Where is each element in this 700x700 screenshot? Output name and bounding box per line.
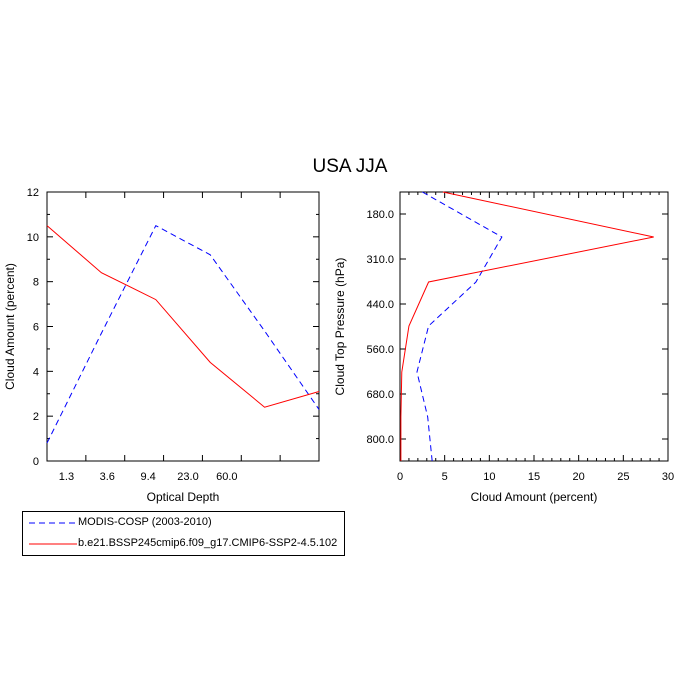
chart-title: USA JJA	[313, 156, 388, 177]
legend: MODIS-COSP (2003-2010) b.e21.BSSP245cmip…	[22, 511, 345, 556]
legend-label-model: b.e21.BSSP245cmip6.f09_g17.CMIP6-SSP2-4.…	[78, 537, 338, 549]
right-y-tick-label: 560.0	[366, 344, 394, 356]
right-x-tick-label: 10	[483, 471, 495, 483]
left-y-tick-label: 0	[33, 456, 39, 468]
legend-item-obs: MODIS-COSP (2003-2010)	[23, 514, 344, 534]
right-y-tick-label: 800.0	[366, 434, 394, 446]
left-x-tick-label: 9.4	[140, 471, 155, 483]
left-series-model-line	[46, 225, 320, 408]
left-x-tick-label: 3.6	[100, 471, 115, 483]
right-x-axis-label: Cloud Amount (percent)	[471, 490, 598, 504]
right-x-tick-label: 20	[573, 471, 585, 483]
left-y-tick-label: 6	[33, 322, 39, 334]
right-x-tick-label: 15	[528, 471, 540, 483]
legend-swatch-solid	[29, 543, 77, 545]
right-x-tick-label: 30	[662, 471, 674, 483]
left-series-modis-line	[46, 224, 320, 444]
right-y-tick-label: 440.0	[366, 299, 394, 311]
left-x-axis-label: Optical Depth	[147, 490, 220, 504]
right-x-tick-label: 0	[397, 471, 403, 483]
right-x-tick-label: 5	[442, 471, 448, 483]
right-y-tick-label: 680.0	[366, 389, 394, 401]
left-y-tick-label: 2	[33, 411, 39, 423]
left-x-tick-label: 1.3	[59, 471, 74, 483]
left-y-tick-label: 12	[27, 187, 39, 199]
right-y-axis-label: Cloud Top Pressure (hPa)	[333, 258, 347, 396]
left-plot-frame	[46, 191, 320, 462]
left-y-tick-label: 10	[27, 232, 39, 244]
right-plot-frame	[399, 191, 669, 462]
left-chart-optical-depth: 0 2 4 6 8 10 12 1.3 3.6 9.4 23.0 60.0 Optical Depth C…	[3, 187, 320, 504]
right-series-modis-line	[416, 191, 503, 462]
right-series-model-line	[400, 191, 654, 461]
left-y-tick-label: 8	[33, 277, 39, 289]
right-y-tick-label: 310.0	[366, 254, 394, 266]
right-y-tick-label: 180.0	[366, 209, 394, 221]
legend-swatch-dashed	[29, 522, 77, 524]
right-x-tick-label: 25	[617, 471, 629, 483]
legend-label-obs: MODIS-COSP (2003-2010)	[78, 516, 212, 528]
legend-item-model: b.e21.BSSP245cmip6.f09_g17.CMIP6-SSP2-4.…	[23, 535, 344, 555]
left-y-axis-label: Cloud Amount (percent)	[3, 263, 17, 390]
left-x-tick-label: 60.0	[216, 471, 237, 483]
right-chart-cloud-top-pressure: 0 5 10 15 20 25 30 180.0 310.0 440.0 560.0 680.0 800…	[333, 191, 674, 504]
left-y-tick-label: 4	[33, 366, 39, 378]
left-x-tick-label: 23.0	[177, 471, 198, 483]
